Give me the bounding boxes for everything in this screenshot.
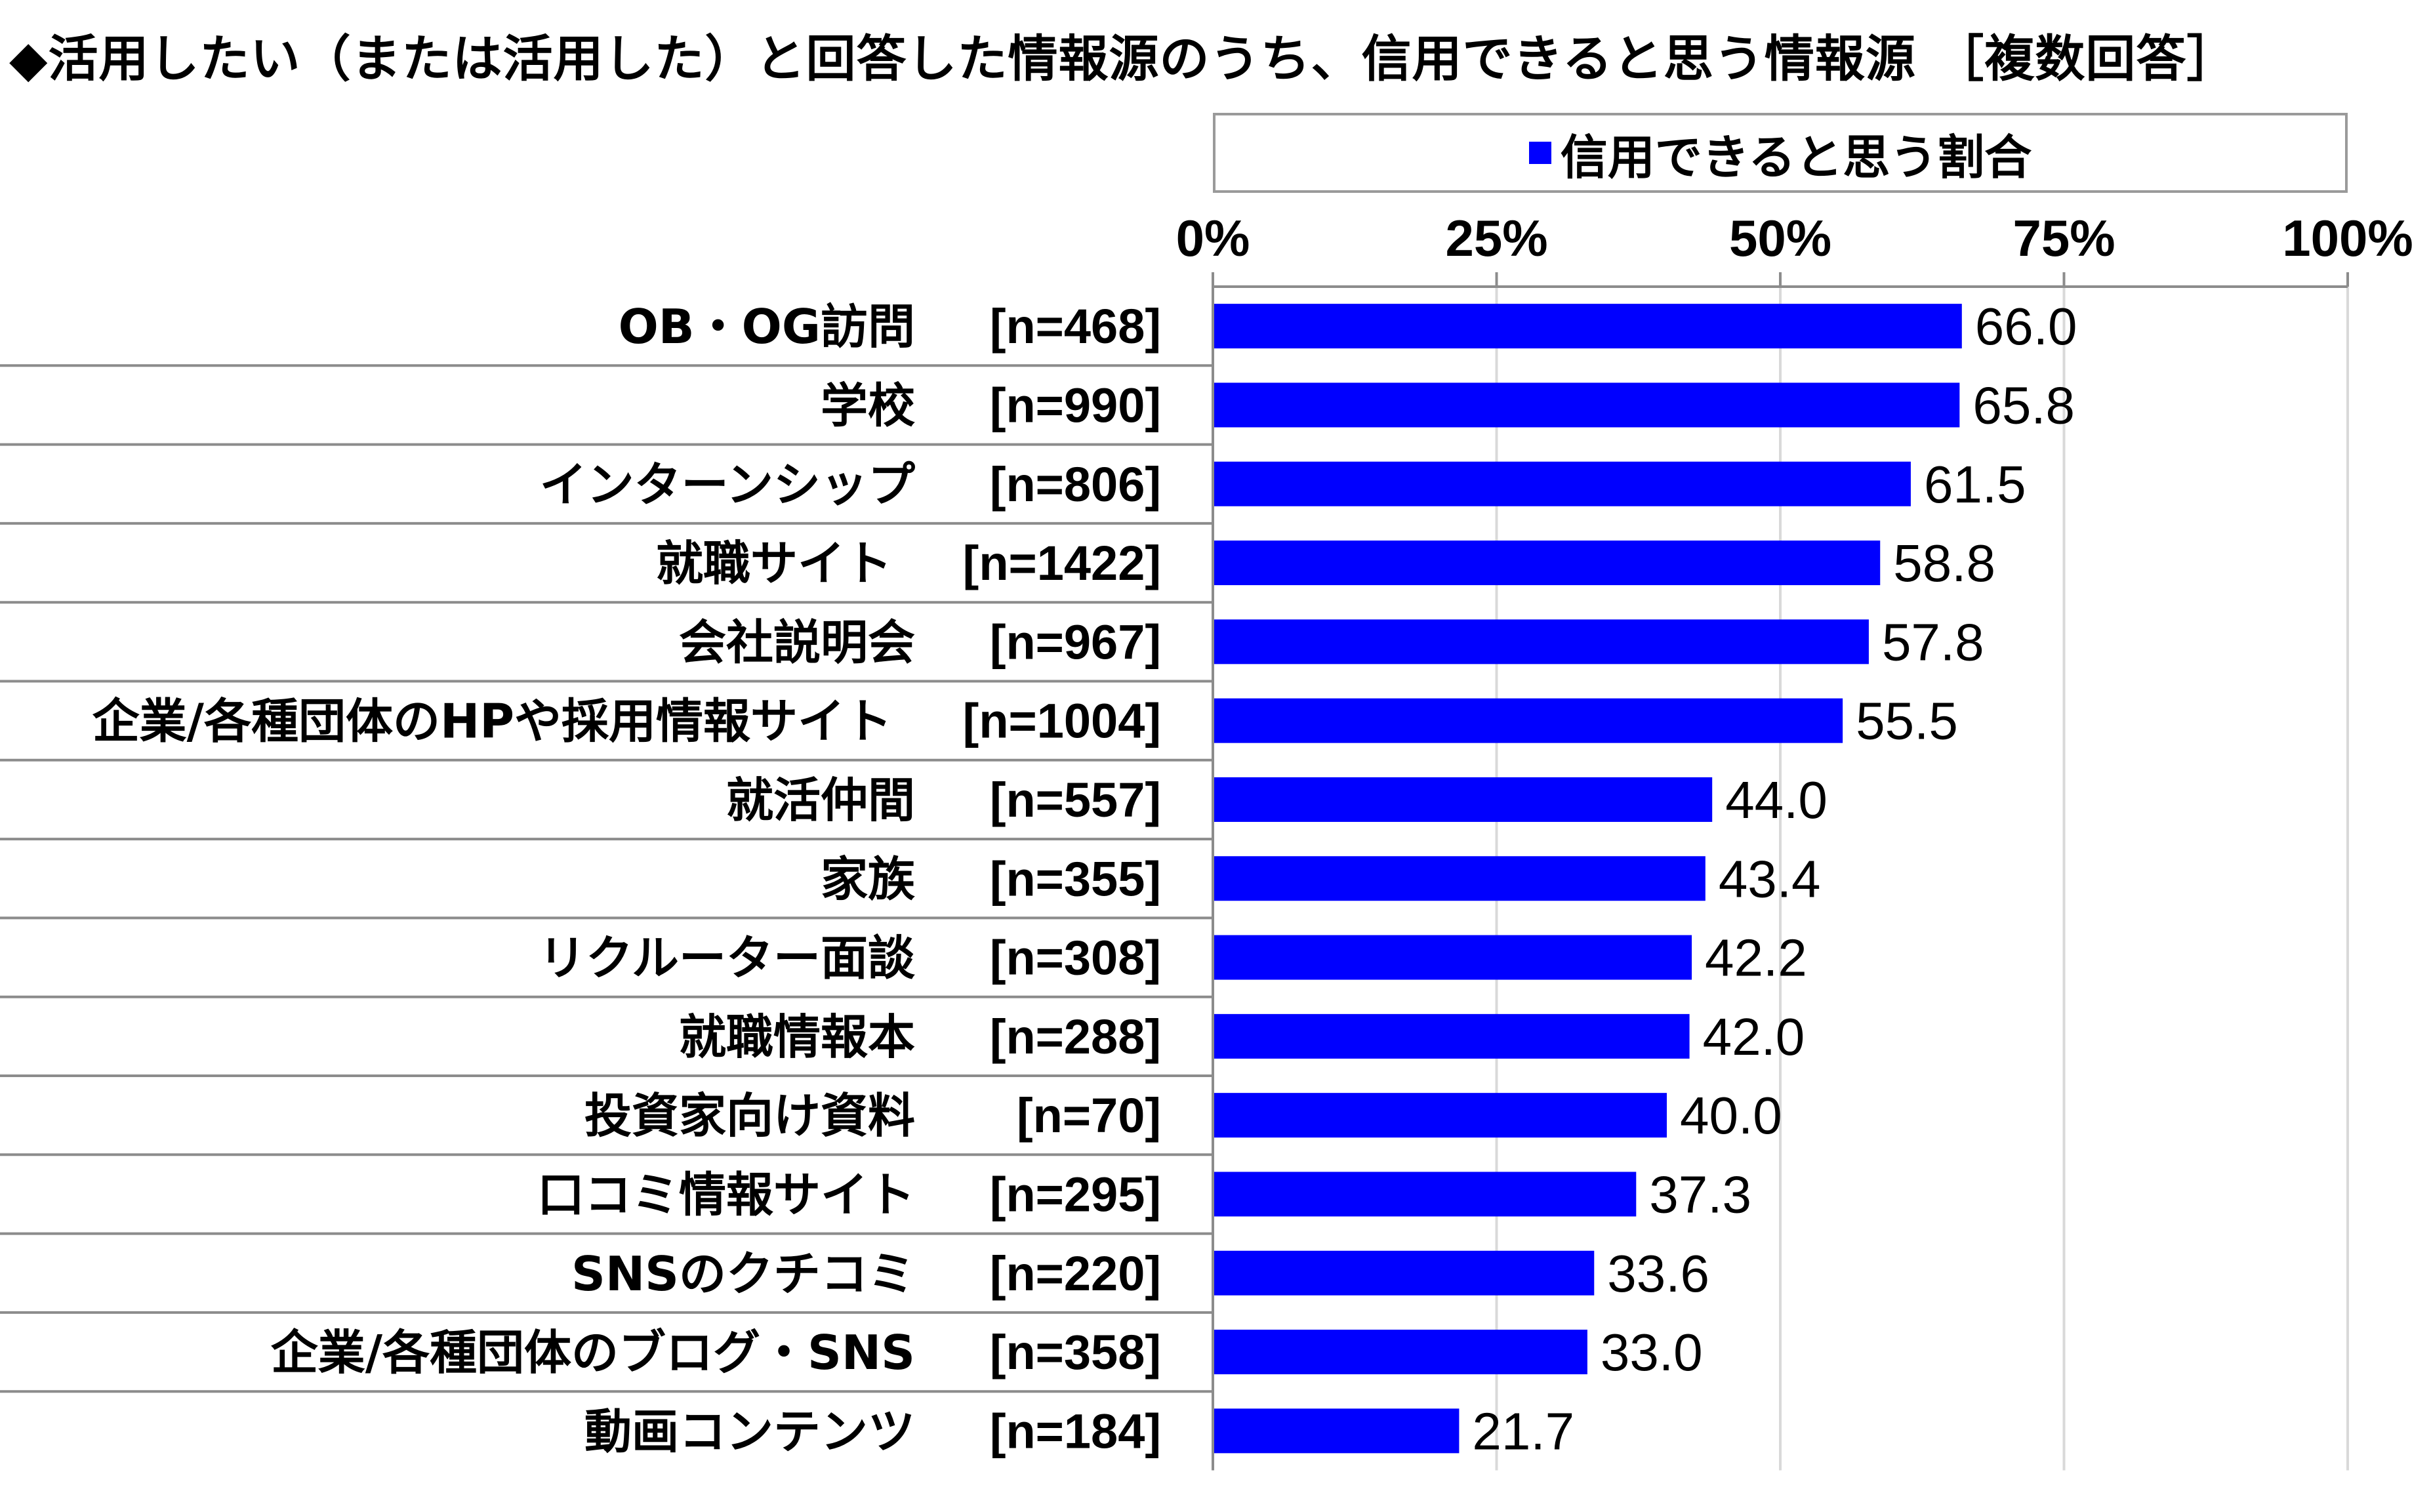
- data-label: 57.8: [1882, 613, 1984, 671]
- data-label: 21.7: [1472, 1402, 1574, 1460]
- x-tick-label: 50%: [1729, 209, 1831, 267]
- category-label: 就職情報本: [679, 1010, 915, 1065]
- category-label: リクルーター面談: [539, 931, 915, 986]
- sample-size-label: [n=1004]: [963, 694, 1161, 748]
- bar: [1214, 304, 1962, 349]
- bar: [1214, 1013, 1690, 1059]
- category-label: 投資家向け資料: [584, 1088, 915, 1143]
- category-label: 家族: [821, 851, 915, 907]
- sample-size-label: [n=355]: [990, 851, 1161, 906]
- bar: [1214, 1172, 1637, 1217]
- legend-label: 信用できると思う割合: [1560, 129, 2032, 185]
- bar: [1214, 777, 1713, 822]
- sample-size-label: [n=288]: [990, 1010, 1161, 1064]
- sample-size-label: [n=358]: [990, 1325, 1161, 1379]
- data-label: 42.0: [1703, 1008, 1805, 1066]
- category-label: 就職サイト: [656, 536, 892, 591]
- category-label: 会社説明会: [679, 615, 915, 670]
- data-label: 66.0: [1975, 297, 2077, 356]
- x-tick-label: 25%: [1445, 209, 1547, 267]
- bar: [1214, 619, 1869, 664]
- data-label: 44.0: [1725, 771, 1828, 829]
- sample-size-label: [n=468]: [990, 299, 1161, 354]
- data-label: 37.3: [1649, 1165, 1751, 1223]
- category-label: 口コミ情報サイト: [537, 1167, 915, 1222]
- category-label: 企業/各種団体のHPや採用情報サイト: [92, 694, 892, 749]
- legend: 信用できると思う割合: [1213, 113, 2348, 193]
- chart-title: ◆活用したい（または活用した）と回答した情報源のうち、信用できると思う情報源 ［…: [9, 30, 2237, 88]
- data-label: 55.5: [1856, 692, 1958, 750]
- data-label: 65.8: [1972, 376, 2075, 434]
- bar: [1214, 1330, 1587, 1375]
- category-label: OB・OG訪問: [619, 299, 915, 354]
- category-label: 企業/各種団体のブログ・SNS: [271, 1325, 915, 1380]
- legend-swatch: [1528, 142, 1551, 164]
- sample-size-label: [n=70]: [1017, 1088, 1161, 1143]
- data-label: 61.5: [1924, 455, 2026, 514]
- category-label: 動画コンテンツ: [584, 1404, 915, 1459]
- sample-size-label: [n=557]: [990, 773, 1161, 827]
- data-label: 42.2: [1705, 929, 1807, 987]
- bar: [1214, 461, 1911, 506]
- x-tick-label: 75%: [2012, 209, 2115, 267]
- bar: [1214, 1250, 1595, 1296]
- sample-size-label: [n=806]: [990, 457, 1161, 512]
- bar: [1214, 1093, 1667, 1138]
- category-label: 学校: [821, 378, 915, 433]
- category-label: SNSのクチコミ: [571, 1246, 915, 1301]
- sample-size-label: [n=184]: [990, 1404, 1161, 1458]
- sample-size-label: [n=967]: [990, 615, 1161, 669]
- data-label: 33.6: [1607, 1244, 1709, 1303]
- category-label: インターンシップ: [540, 457, 915, 512]
- bar: [1214, 698, 1843, 743]
- sample-size-label: [n=990]: [990, 378, 1161, 432]
- bar: [1214, 856, 1706, 901]
- bar: [1214, 1408, 1460, 1454]
- sample-size-label: [n=295]: [990, 1167, 1161, 1221]
- sample-size-label: [n=220]: [990, 1246, 1161, 1301]
- data-label: 33.0: [1601, 1323, 1703, 1381]
- sample-size-label: [n=308]: [990, 931, 1161, 985]
- data-label: 43.4: [1719, 849, 1821, 908]
- x-tick-label: 0%: [1176, 209, 1250, 267]
- data-label: 58.8: [1893, 534, 1995, 592]
- sample-size-label: [n=1422]: [963, 536, 1161, 590]
- bar: [1214, 382, 1960, 428]
- bar: [1214, 935, 1692, 980]
- data-label: 40.0: [1680, 1086, 1782, 1145]
- category-label: 就活仲間: [726, 773, 915, 828]
- bar: [1214, 541, 1881, 586]
- x-tick-label: 100%: [2282, 209, 2413, 267]
